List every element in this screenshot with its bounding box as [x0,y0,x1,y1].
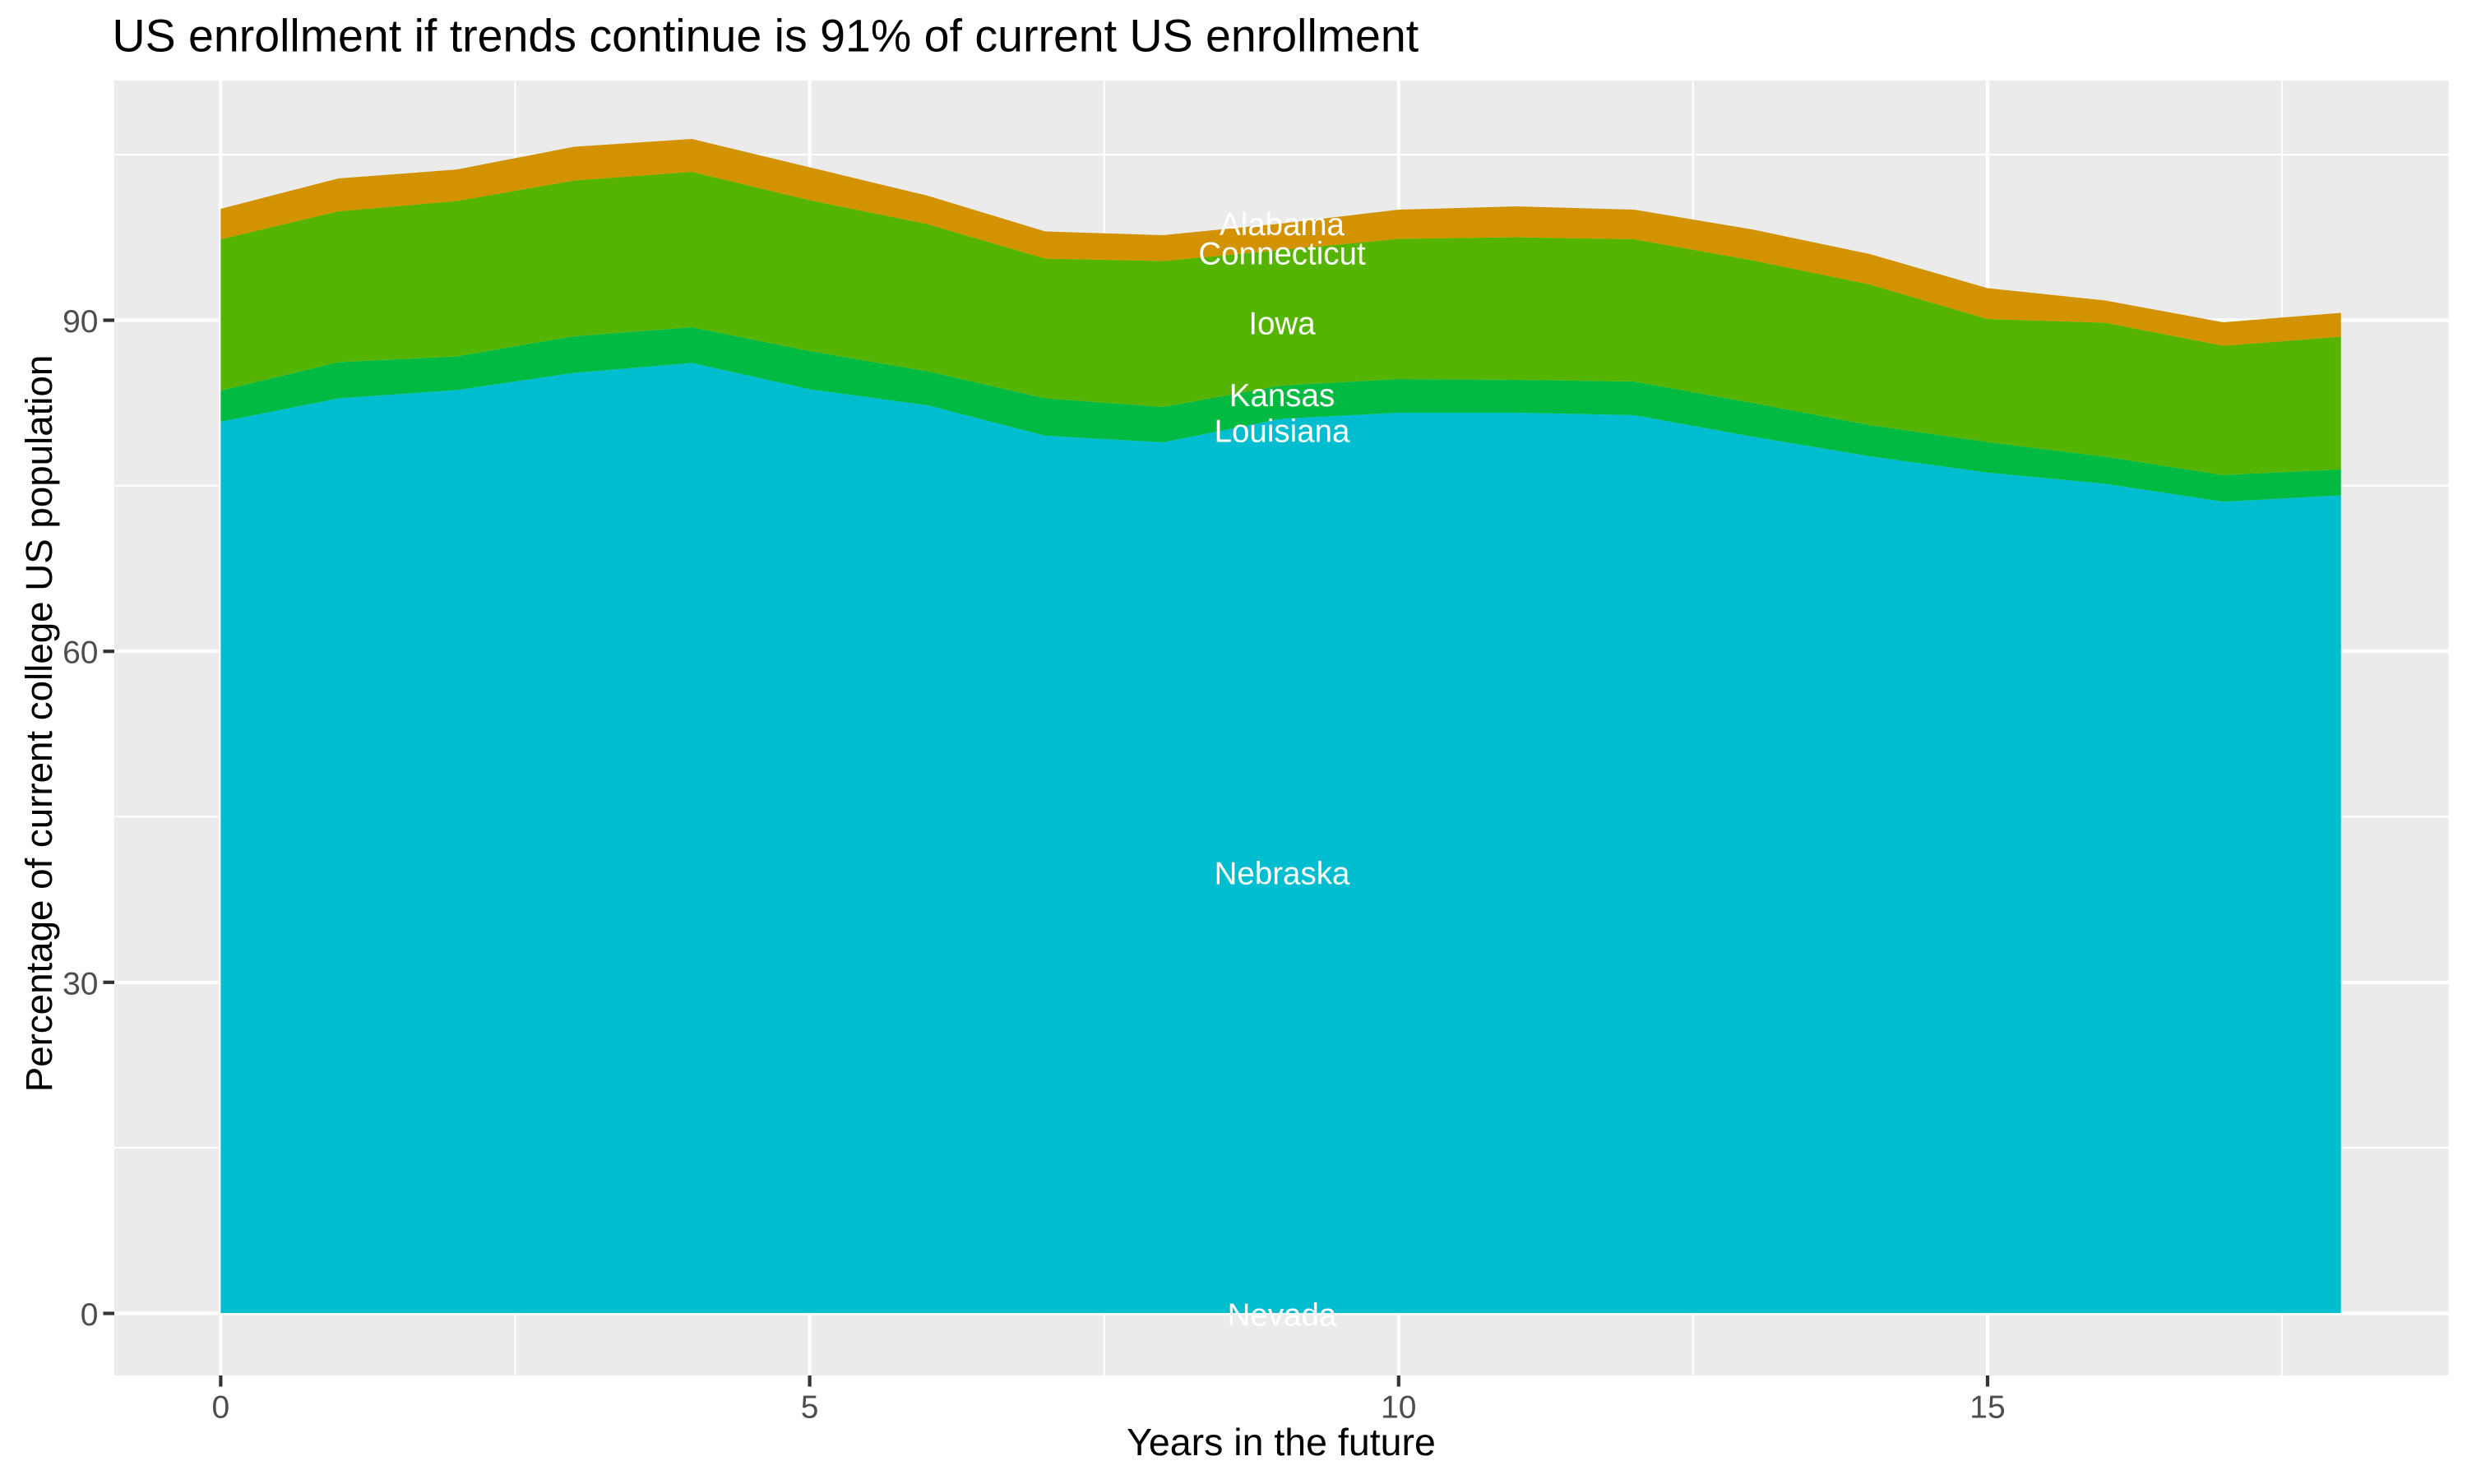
svg-text:Nevada: Nevada [1228,1298,1337,1334]
svg-text:60: 60 [62,636,98,671]
svg-text:Nebraska: Nebraska [1215,856,1350,891]
svg-text:Alabama: Alabama [1220,207,1345,243]
svg-text:0: 0 [212,1390,230,1426]
svg-text:Years in the future: Years in the future [1127,1421,1436,1463]
svg-text:US enrollment if trends contin: US enrollment if trends continue is 91% … [113,11,1419,62]
svg-text:15: 15 [1969,1390,2005,1426]
svg-text:Kansas: Kansas [1229,378,1335,414]
svg-text:Connecticut: Connecticut [1198,237,1366,272]
svg-text:90: 90 [62,304,98,340]
svg-text:30: 30 [62,966,98,1001]
svg-text:Louisiana: Louisiana [1215,414,1350,450]
svg-text:10: 10 [1381,1390,1416,1426]
svg-text:Percentage of current college: Percentage of current college US populat… [18,355,60,1093]
svg-text:5: 5 [801,1390,819,1426]
svg-text:Iowa: Iowa [1248,307,1316,342]
svg-text:0: 0 [81,1297,99,1333]
